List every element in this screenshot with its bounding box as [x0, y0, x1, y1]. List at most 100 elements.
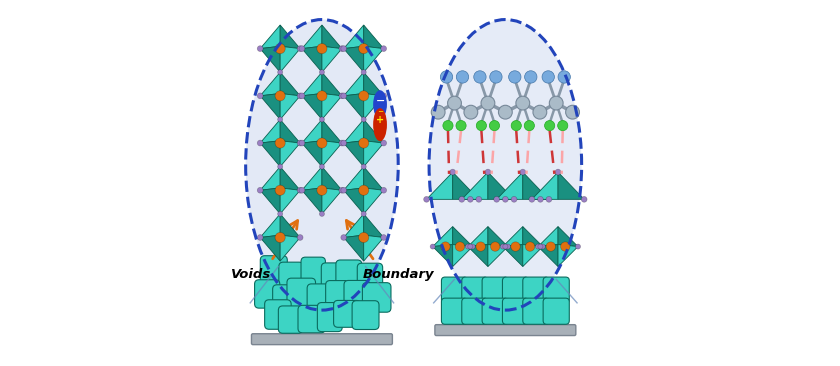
Polygon shape [281, 214, 300, 238]
Polygon shape [503, 227, 522, 247]
Circle shape [491, 242, 500, 251]
Polygon shape [260, 72, 281, 96]
Circle shape [490, 120, 500, 131]
Circle shape [549, 96, 563, 110]
Circle shape [512, 197, 517, 202]
Circle shape [339, 93, 344, 99]
Circle shape [339, 187, 344, 193]
Polygon shape [281, 46, 300, 72]
Circle shape [516, 96, 530, 110]
Circle shape [506, 244, 511, 249]
Circle shape [361, 211, 366, 216]
Circle shape [317, 185, 327, 195]
FancyBboxPatch shape [287, 278, 316, 308]
Circle shape [525, 71, 537, 83]
Circle shape [476, 120, 486, 131]
Polygon shape [344, 214, 364, 238]
Circle shape [470, 244, 475, 249]
Circle shape [546, 242, 555, 251]
Polygon shape [522, 227, 543, 247]
Circle shape [533, 105, 547, 119]
FancyBboxPatch shape [502, 298, 528, 324]
Circle shape [359, 138, 369, 148]
Polygon shape [344, 188, 364, 214]
Circle shape [319, 70, 324, 75]
Circle shape [509, 71, 521, 83]
Circle shape [464, 105, 478, 119]
Circle shape [443, 120, 453, 131]
Circle shape [538, 197, 543, 202]
FancyBboxPatch shape [336, 260, 362, 287]
Polygon shape [260, 167, 281, 190]
FancyBboxPatch shape [301, 257, 325, 287]
Polygon shape [364, 214, 384, 238]
FancyBboxPatch shape [265, 300, 291, 329]
Polygon shape [344, 25, 364, 49]
Text: Boundary: Boundary [362, 268, 434, 281]
Polygon shape [344, 93, 364, 119]
Ellipse shape [429, 19, 581, 310]
Circle shape [423, 197, 429, 202]
Circle shape [465, 244, 470, 249]
FancyBboxPatch shape [318, 303, 342, 332]
FancyBboxPatch shape [333, 300, 360, 327]
Circle shape [546, 197, 552, 202]
Circle shape [341, 46, 347, 52]
Circle shape [490, 71, 502, 83]
Polygon shape [281, 93, 300, 119]
Polygon shape [453, 172, 479, 199]
Circle shape [359, 232, 369, 243]
Polygon shape [302, 72, 322, 96]
FancyBboxPatch shape [442, 277, 468, 303]
Circle shape [485, 169, 491, 175]
Text: Voids: Voids [231, 268, 271, 281]
Polygon shape [364, 119, 384, 143]
FancyBboxPatch shape [326, 281, 350, 311]
Polygon shape [364, 167, 384, 190]
Polygon shape [364, 235, 384, 261]
Ellipse shape [245, 19, 398, 310]
Circle shape [503, 244, 508, 249]
Polygon shape [488, 172, 514, 199]
Circle shape [297, 93, 303, 99]
Text: ─: ─ [378, 109, 382, 115]
FancyBboxPatch shape [442, 298, 468, 324]
Circle shape [459, 197, 465, 202]
Polygon shape [522, 244, 543, 266]
Polygon shape [281, 167, 300, 190]
Circle shape [299, 93, 305, 99]
Polygon shape [532, 172, 558, 199]
Polygon shape [364, 72, 384, 96]
Circle shape [381, 235, 386, 240]
Polygon shape [522, 172, 549, 199]
Circle shape [341, 140, 347, 146]
Circle shape [544, 120, 554, 131]
Polygon shape [468, 227, 488, 247]
Polygon shape [322, 72, 342, 96]
Circle shape [430, 244, 435, 249]
Circle shape [481, 96, 495, 110]
FancyBboxPatch shape [273, 285, 300, 312]
Polygon shape [538, 244, 558, 266]
Circle shape [558, 120, 568, 131]
FancyBboxPatch shape [502, 277, 528, 303]
Circle shape [456, 120, 466, 131]
Circle shape [277, 164, 283, 169]
Polygon shape [503, 244, 522, 266]
Polygon shape [364, 93, 384, 119]
Circle shape [476, 242, 486, 251]
Circle shape [381, 93, 386, 99]
Polygon shape [302, 167, 322, 190]
Circle shape [299, 140, 305, 146]
Circle shape [431, 105, 445, 119]
Circle shape [297, 187, 303, 193]
Text: +: + [376, 115, 384, 125]
Circle shape [512, 120, 522, 131]
Polygon shape [302, 188, 322, 214]
Circle shape [299, 187, 305, 193]
Polygon shape [322, 93, 342, 119]
Circle shape [299, 46, 305, 52]
Polygon shape [538, 227, 558, 247]
Polygon shape [260, 188, 281, 214]
Polygon shape [302, 93, 322, 119]
